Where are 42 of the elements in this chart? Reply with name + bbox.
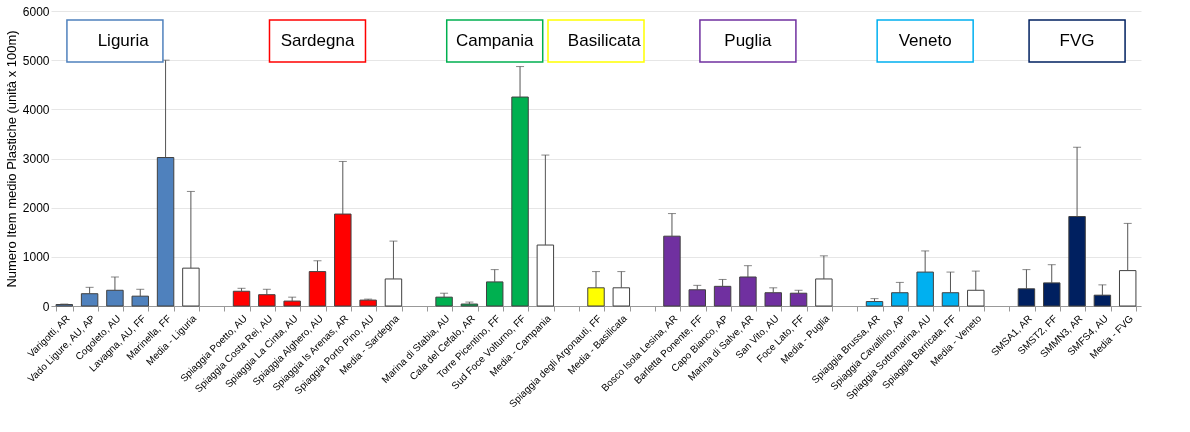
text: Puglia <box>724 31 773 50</box>
text: Veneto <box>898 31 952 50</box>
bar <box>688 289 707 307</box>
bar <box>308 271 327 307</box>
y-axis-title: Numero Item medio Plastiche (unità x 100m) <box>3 30 19 288</box>
y-tick-label: 3000 <box>22 152 50 166</box>
bar <box>156 157 175 307</box>
y-tick-label: 4000 <box>22 102 50 117</box>
bar <box>1043 282 1061 307</box>
y-tick-label: 1000 <box>22 250 50 265</box>
bar <box>713 285 732 307</box>
bar <box>1068 216 1086 307</box>
y-tick-label: 6000 <box>22 4 50 19</box>
bar <box>916 271 934 307</box>
bar <box>232 290 251 307</box>
bar <box>131 295 149 307</box>
bar <box>258 294 276 307</box>
y-tick-label: 5000 <box>22 53 50 68</box>
bar <box>511 96 529 307</box>
bar <box>359 299 377 307</box>
text: Liguria <box>97 31 150 50</box>
bar <box>485 281 504 307</box>
y-tick-label: 0 <box>42 299 50 314</box>
bar <box>865 301 884 307</box>
bar <box>663 235 681 307</box>
text: FVG <box>1059 31 1095 50</box>
bar <box>80 293 99 307</box>
bar <box>764 292 782 307</box>
bar <box>106 289 124 307</box>
bar <box>612 287 631 307</box>
bar <box>891 292 909 307</box>
bar <box>1017 288 1036 307</box>
y-tick-label: 2000 <box>22 201 50 216</box>
text: Sardegna <box>280 31 355 50</box>
text: Basilicata <box>567 31 642 50</box>
text: Campania <box>455 31 535 50</box>
bar <box>334 213 352 307</box>
bar <box>941 292 960 307</box>
bar <box>739 276 757 307</box>
bar <box>1093 294 1112 307</box>
bar <box>587 287 605 307</box>
bar <box>789 292 808 307</box>
